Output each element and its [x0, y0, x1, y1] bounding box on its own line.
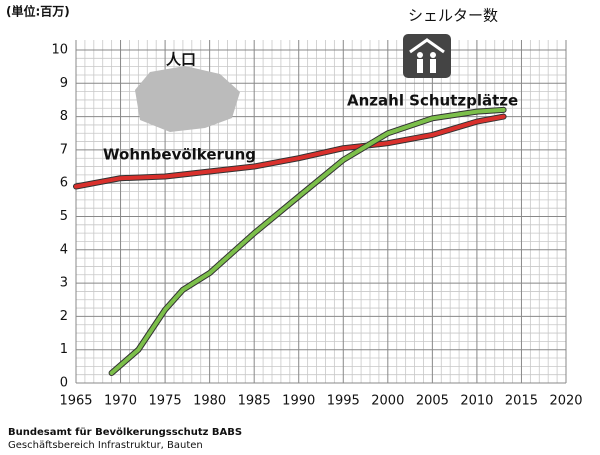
x-tick-label: 1970: [104, 394, 137, 409]
source: Bundesamt für Bevölkerungsschutz BABS: [8, 427, 242, 438]
x-tick-label: 2000: [371, 394, 404, 409]
icon-person: [430, 59, 436, 73]
x-tick-label: 1995: [327, 394, 360, 409]
x-tick-label: 1980: [193, 394, 226, 409]
x-tick-label: 2005: [416, 394, 449, 409]
y-tick-label: 8: [60, 109, 68, 124]
y-tick-label: 6: [60, 176, 68, 191]
y-tick-label: 0: [60, 376, 68, 391]
x-tick-label: 2015: [505, 394, 538, 409]
x-tick-label: 1990: [282, 394, 315, 409]
y-tick-label: 9: [60, 76, 68, 91]
x-tick-label: 2020: [549, 394, 582, 409]
x-tick-label: 1965: [59, 394, 92, 409]
icon-person: [430, 52, 436, 58]
y-tick-label: 3: [60, 276, 68, 291]
series-line: [109, 107, 506, 375]
unit-label: (単位:百万): [6, 4, 70, 19]
icon-person: [417, 52, 423, 58]
y-tick-label: 10: [51, 43, 68, 58]
series-name: シェルター数: [408, 7, 498, 25]
y-tick-label: 4: [60, 242, 68, 257]
series-name: 人口: [166, 51, 196, 69]
icon-roof: [409, 38, 445, 54]
y-tick-label: 2: [60, 309, 68, 324]
icon-box: [403, 34, 451, 78]
shelter-icon: [403, 34, 451, 78]
series-line: [74, 114, 506, 189]
x-tick-label: 1975: [149, 394, 182, 409]
y-tick-label: 7: [60, 142, 68, 157]
map-shape: [135, 66, 240, 132]
population-icon: [135, 66, 240, 132]
y-tick-label: 1: [60, 342, 68, 357]
x-tick-label: 1985: [238, 394, 271, 409]
source: Geschäftsbereich Infrastruktur, Bauten: [8, 440, 203, 451]
series-label: Wohnbevölkerung: [103, 146, 256, 164]
icon-person: [417, 59, 423, 73]
series-label: Anzahl Schutzplätze: [347, 92, 518, 110]
y-tick-label: 5: [60, 209, 68, 224]
x-tick-label: 2010: [460, 394, 493, 409]
